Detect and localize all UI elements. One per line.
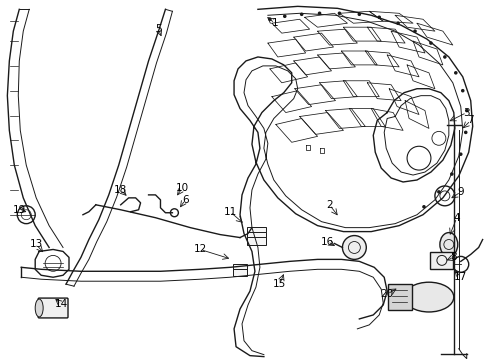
- Text: 15: 15: [273, 279, 286, 289]
- Text: 10: 10: [175, 183, 188, 193]
- Circle shape: [442, 55, 446, 59]
- Text: 19: 19: [13, 205, 26, 215]
- Circle shape: [357, 13, 361, 16]
- Ellipse shape: [403, 282, 453, 312]
- Text: 9: 9: [456, 187, 463, 197]
- Circle shape: [428, 41, 432, 45]
- Circle shape: [299, 13, 303, 16]
- Text: 14: 14: [54, 299, 67, 309]
- FancyBboxPatch shape: [429, 252, 452, 269]
- Circle shape: [460, 89, 464, 93]
- Text: 3: 3: [463, 108, 469, 117]
- Circle shape: [283, 14, 286, 18]
- Text: 8: 8: [449, 252, 456, 262]
- Ellipse shape: [439, 233, 457, 256]
- Circle shape: [412, 30, 416, 33]
- Text: 1: 1: [271, 18, 278, 28]
- Text: 11: 11: [223, 207, 236, 217]
- Circle shape: [453, 71, 457, 75]
- Circle shape: [449, 172, 453, 176]
- Text: 7: 7: [467, 116, 473, 126]
- Text: 16: 16: [320, 237, 333, 247]
- FancyBboxPatch shape: [247, 227, 266, 235]
- Circle shape: [463, 131, 467, 134]
- FancyBboxPatch shape: [38, 298, 68, 318]
- Circle shape: [395, 22, 399, 25]
- Circle shape: [317, 12, 321, 15]
- FancyBboxPatch shape: [247, 232, 266, 240]
- Text: 4: 4: [452, 213, 459, 223]
- Circle shape: [337, 12, 341, 15]
- Circle shape: [436, 190, 440, 194]
- Circle shape: [421, 205, 425, 208]
- Text: 20: 20: [380, 289, 393, 299]
- Text: 12: 12: [193, 244, 206, 255]
- Text: 18: 18: [114, 185, 127, 195]
- FancyBboxPatch shape: [232, 269, 247, 276]
- Circle shape: [464, 109, 468, 112]
- Circle shape: [458, 152, 462, 156]
- Circle shape: [342, 235, 366, 260]
- FancyBboxPatch shape: [247, 237, 266, 245]
- Text: 13: 13: [29, 239, 43, 249]
- Circle shape: [377, 15, 380, 19]
- Text: 2: 2: [325, 200, 332, 210]
- Text: 5: 5: [155, 24, 162, 34]
- FancyBboxPatch shape: [232, 264, 247, 271]
- Text: 6: 6: [182, 195, 188, 205]
- Text: 17: 17: [453, 272, 467, 282]
- Circle shape: [267, 18, 271, 21]
- FancyBboxPatch shape: [387, 284, 411, 310]
- Ellipse shape: [35, 299, 43, 317]
